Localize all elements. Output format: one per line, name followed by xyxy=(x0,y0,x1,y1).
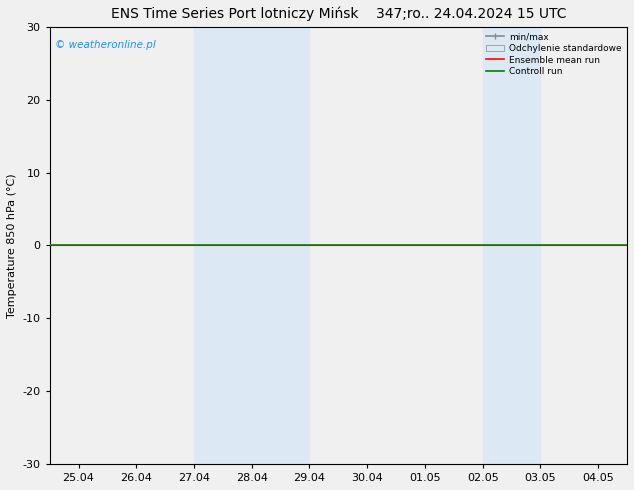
Title: ENS Time Series Port lotniczy Mińsk    347;ro.. 24.04.2024 15 UTC: ENS Time Series Port lotniczy Mińsk 347;… xyxy=(110,7,566,22)
Legend: min/max, Odchylenie standardowe, Ensemble mean run, Controll run: min/max, Odchylenie standardowe, Ensembl… xyxy=(483,28,625,80)
Text: © weatheronline.pl: © weatheronline.pl xyxy=(55,40,156,50)
Y-axis label: Temperature 850 hPa (°C): Temperature 850 hPa (°C) xyxy=(7,173,17,318)
Bar xyxy=(194,27,309,464)
Bar xyxy=(482,27,540,464)
